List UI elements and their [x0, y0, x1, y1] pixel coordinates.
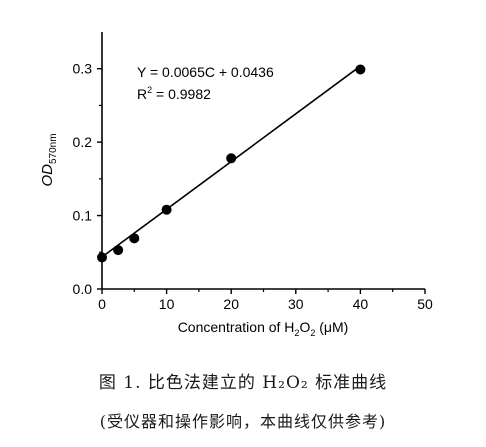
y-tick-label: 0.0 [73, 281, 93, 297]
x-axis-label-mid: O [299, 319, 310, 335]
r-squared-label: R [137, 86, 147, 102]
data-point [161, 204, 172, 215]
x-ticks: 0 10 20 30 40 50 [98, 289, 433, 312]
y-ticks: 0.0 0.1 0.2 0.3 [73, 61, 102, 297]
r-squared-superscript: 2 [147, 85, 152, 95]
data-points [97, 64, 366, 263]
y-tick-label: 0.2 [73, 134, 93, 150]
figure-note: (受仪器和操作影响，本曲线仅供参考) [99, 412, 387, 431]
standard-curve-chart: 0.0 0.1 0.2 0.3 0 10 20 30 40 50 Y = 0.0065C + 0… [39, 32, 433, 338]
data-point [129, 233, 140, 244]
data-point [226, 153, 237, 164]
x-tick-label: 30 [288, 296, 304, 312]
x-axis-label-suffix: (μM) [315, 319, 348, 335]
x-axis-label-prefix: Concentration of H [178, 319, 295, 335]
y-axis-label-sub: 570nm [48, 133, 59, 164]
r-squared: R2 = 0.9982 [137, 85, 211, 102]
fit-equation: Y = 0.0065C + 0.0436 [137, 64, 274, 80]
figure-caption: 图 1. 比色法建立的 H₂O₂ 标准曲线 [98, 373, 388, 393]
x-tick-label: 40 [353, 296, 369, 312]
data-point [113, 245, 124, 256]
x-axis-label: Concentration of H2O2 (μM) [178, 319, 349, 338]
data-point [97, 252, 107, 263]
x-tick-label: 10 [159, 296, 175, 312]
x-axis-label-sub2: 2 [310, 328, 315, 338]
x-tick-label: 20 [223, 296, 239, 312]
r-squared-value: = 0.9982 [152, 86, 211, 102]
x-tick-label: 50 [417, 296, 433, 312]
x-axis-label-sub1: 2 [294, 328, 299, 338]
y-tick-label: 0.1 [73, 208, 93, 224]
y-axis-label-main: OD [39, 164, 56, 187]
x-tick-label: 0 [98, 296, 106, 312]
y-axis-label: OD570nm [39, 133, 59, 186]
y-tick-label: 0.3 [73, 61, 93, 77]
data-point [355, 64, 366, 75]
